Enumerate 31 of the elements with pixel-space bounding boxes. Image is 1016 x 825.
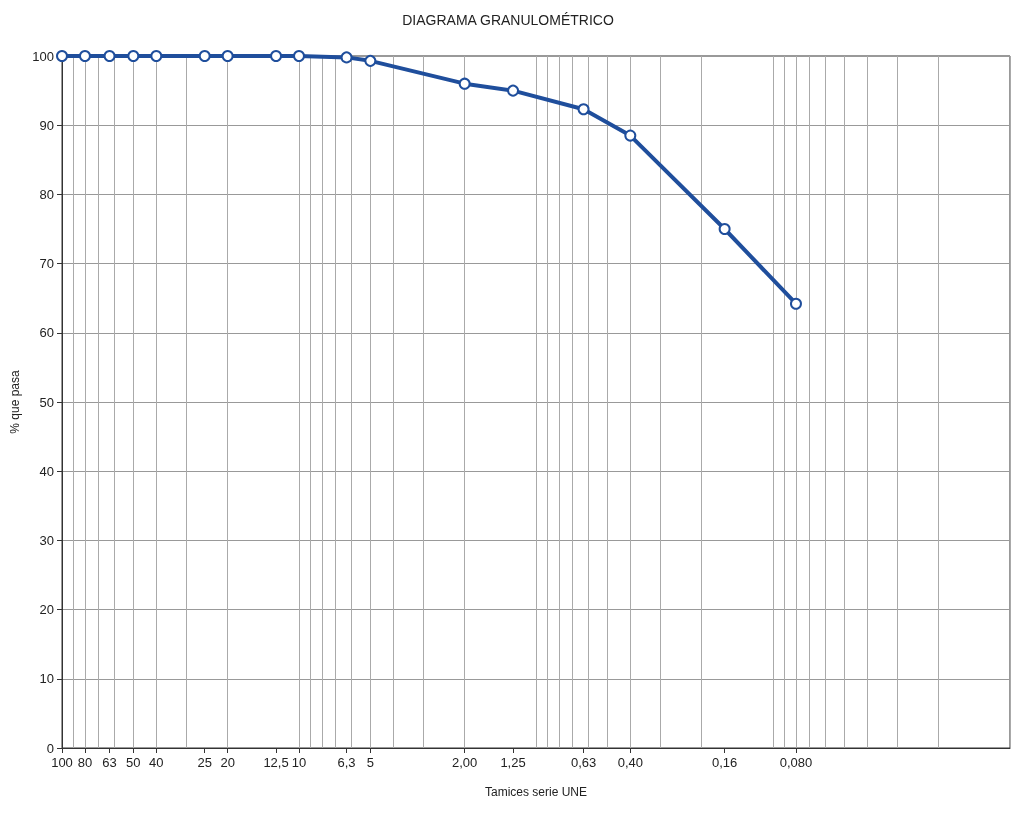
x-tick-label: 6,3 — [337, 755, 356, 770]
x-tick-label: 80 — [77, 755, 93, 770]
x-tick-label: 0,40 — [617, 755, 643, 770]
y-axis-title: % que pasa — [8, 369, 23, 434]
x-tick-label: 12,5 — [263, 755, 289, 770]
x-tick-label: 63 — [102, 755, 117, 770]
y-tick-label: 20 — [39, 602, 54, 618]
y-tick-label: 0 — [46, 740, 54, 756]
y-tick-label: 30 — [39, 532, 54, 548]
x-tick-label: 5 — [366, 755, 374, 770]
x-tick-label: 20 — [220, 755, 235, 770]
x-tick-label: 10 — [291, 755, 307, 770]
x-tick-label: 0,080 — [779, 755, 813, 770]
chart-title: DIAGRAMA GRANULOMÉTRICO — [402, 12, 614, 28]
y-tick-label: 70 — [39, 256, 54, 272]
x-tick-label: 0,63 — [570, 755, 597, 770]
x-tick-label: 40 — [149, 755, 164, 770]
x-axis-title: Tamices serie UNE — [484, 785, 588, 799]
y-tick-label: 60 — [39, 325, 54, 341]
x-tick-label: 100 — [51, 755, 73, 770]
y-tick-label: 40 — [39, 463, 54, 479]
x-tick-label: 50 — [126, 755, 141, 770]
y-tick-label: 100 — [32, 48, 54, 64]
x-tick-label: 0,16 — [711, 755, 738, 770]
x-tick-label: 1,25 — [500, 755, 526, 770]
x-tick-label: 25 — [197, 755, 212, 770]
y-tick-label: 80 — [39, 186, 54, 202]
x-tick-label: 2,00 — [452, 755, 478, 770]
y-tick-label: 10 — [39, 671, 54, 687]
y-tick-label: 50 — [39, 394, 54, 410]
y-tick-label: 90 — [39, 117, 54, 133]
